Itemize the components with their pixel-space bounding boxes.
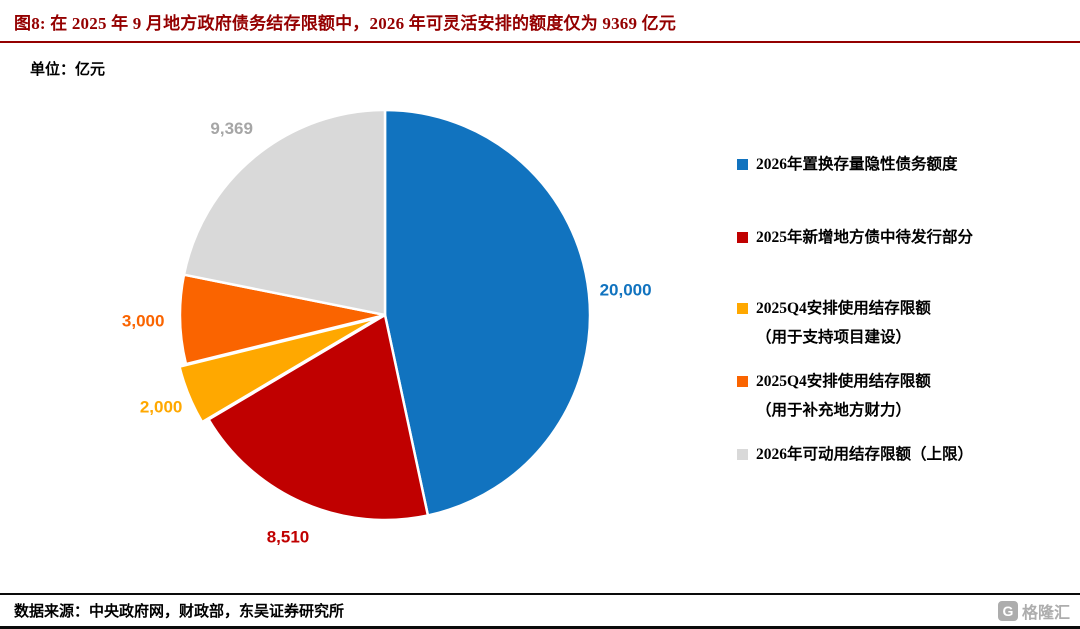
legend-item-replacement-quota: 2026年置换存量隐性债务额度 [737, 150, 958, 179]
legend-item-q4-project-quota: 2025Q4安排使用结存限额 （用于支持项目建设） [737, 294, 931, 352]
legend-label: 2026年置换存量隐性债务额度 [756, 156, 958, 173]
pie-value-label-4: 9,369 [210, 119, 253, 138]
gelonghui-logo-icon: G [997, 600, 1018, 621]
pie-value-label-0: 20,000 [600, 281, 652, 300]
pie-value-label-3: 3,000 [122, 311, 165, 330]
unit-label: 单位：亿元 [30, 62, 106, 78]
figure-title-bar: 图8: 在 2025 年 9 月地方政府债务结存限额中，2026 年可灵活安排的… [0, 0, 1080, 43]
footer: 数据来源：中央政府网，财政部，东吴证券研究所 G 格隆汇 [0, 593, 1080, 629]
legend-item-new-local-bonds: 2025年新增地方债中待发行部分 [737, 223, 973, 252]
legend-swatch-yellow [737, 303, 748, 314]
pie-slice-4 [182, 108, 387, 317]
legend-swatch-orange [737, 376, 748, 387]
legend-item-q4-fiscal-quota: 2025Q4安排使用结存限额 （用于补充地方财力） [737, 367, 931, 425]
pie-value-label-2: 2,000 [140, 398, 183, 417]
pie-slice-1 [207, 313, 430, 522]
pie-slice-0 [383, 108, 592, 517]
legend-swatch-blue [737, 159, 748, 170]
gelonghui-logo-text: 格隆汇 [1021, 604, 1070, 622]
legend-item-2026-available-quota: 2026年可动用结存限额（上限） [737, 440, 973, 469]
figure-title: 图8: 在 2025 年 9 月地方政府债务结存限额中，2026 年可灵活安排的… [14, 14, 677, 33]
legend-label: 2025Q4安排使用结存限额 （用于补充地方财力） [756, 373, 931, 419]
data-source: 数据来源：中央政府网，财政部，东吴证券研究所 [14, 604, 345, 620]
gelonghui-logo: G 格隆汇 [997, 599, 1070, 623]
legend-label: 2025Q4安排使用结存限额 （用于支持项目建设） [756, 300, 931, 346]
legend-label: 2026年可动用结存限额（上限） [756, 446, 974, 463]
legend-swatch-red [737, 232, 748, 243]
pie-value-label-1: 8,510 [267, 528, 310, 547]
legend-label: 2025年新增地方债中待发行部分 [756, 229, 974, 246]
legend-swatch-gray [737, 449, 748, 460]
pie-slice-2 [178, 316, 380, 424]
